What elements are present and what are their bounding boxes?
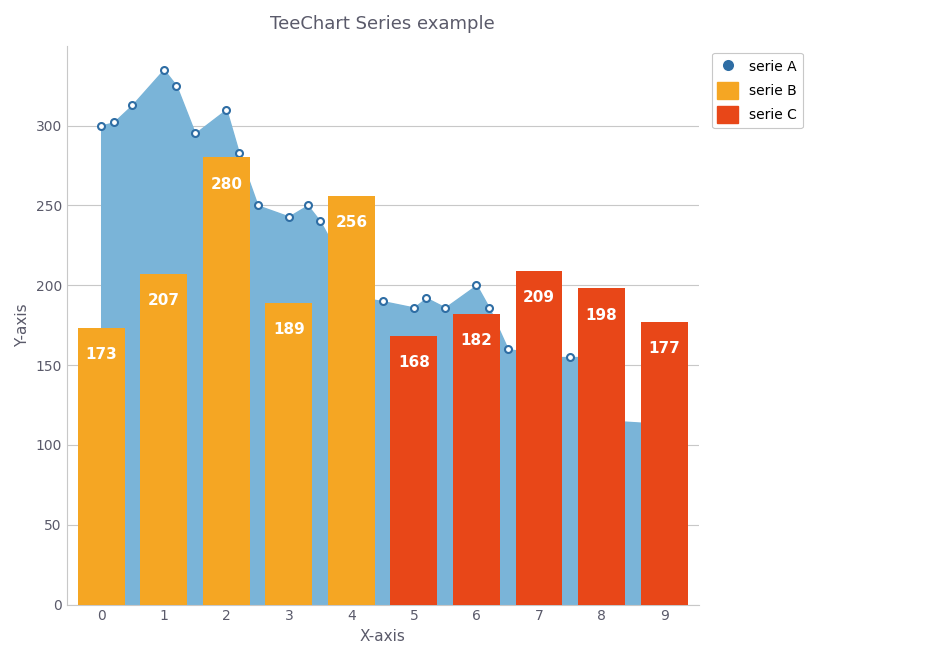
- Text: 207: 207: [148, 293, 180, 308]
- Text: 168: 168: [398, 355, 430, 370]
- Bar: [453, 314, 500, 604]
- Text: 256: 256: [335, 215, 367, 230]
- Text: 182: 182: [460, 333, 492, 348]
- X-axis label: X-axis: X-axis: [359, 629, 406, 644]
- Text: 280: 280: [210, 177, 242, 192]
- Bar: [641, 322, 688, 604]
- Text: 189: 189: [273, 322, 305, 337]
- Text: 209: 209: [523, 290, 555, 305]
- Text: 177: 177: [648, 341, 680, 356]
- Bar: [78, 328, 124, 604]
- Bar: [140, 274, 187, 604]
- Title: TeeChart Series example: TeeChart Series example: [270, 15, 495, 33]
- Text: 173: 173: [86, 347, 117, 362]
- Bar: [391, 336, 438, 604]
- Text: 198: 198: [585, 308, 617, 322]
- Y-axis label: Y-axis: Y-axis: [15, 303, 30, 347]
- Bar: [516, 271, 563, 604]
- Bar: [327, 196, 375, 604]
- Bar: [203, 158, 249, 604]
- Bar: [578, 289, 625, 604]
- Bar: [265, 302, 312, 604]
- Legend: serie A, serie B, serie C: serie A, serie B, serie C: [711, 53, 803, 129]
